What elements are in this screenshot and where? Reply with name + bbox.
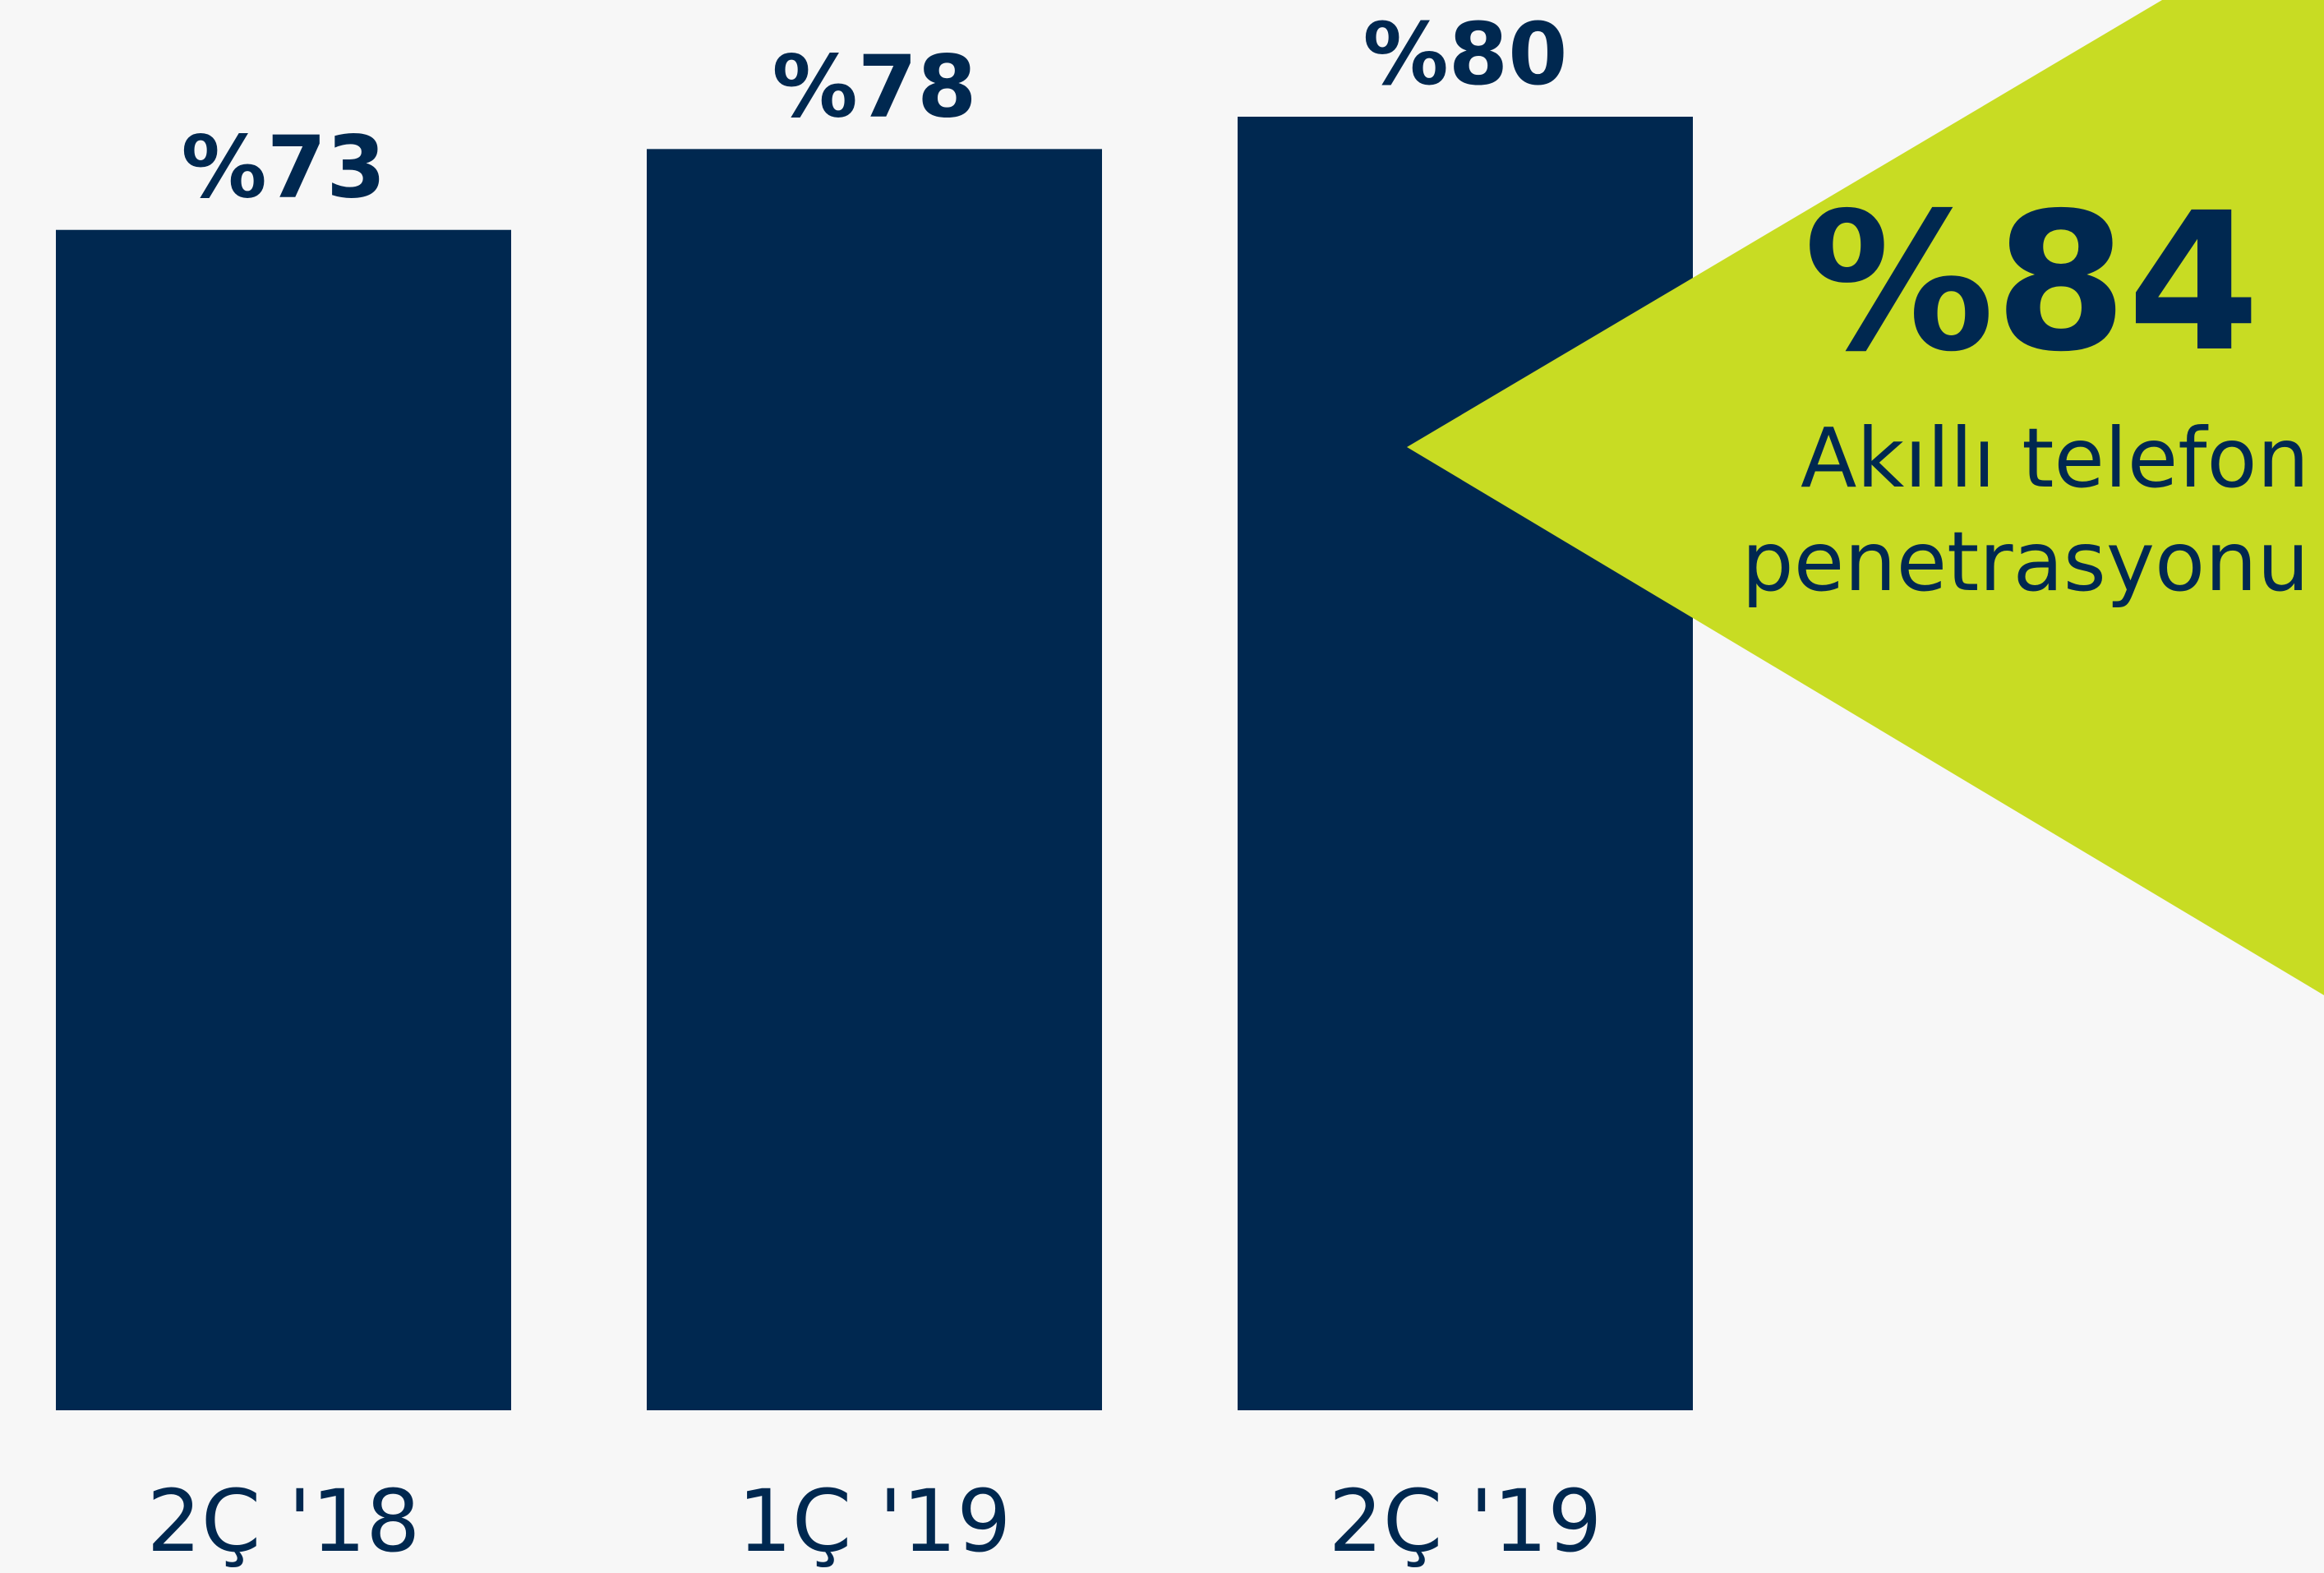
callout-arrow <box>1407 0 2324 995</box>
bars-group <box>56 117 1693 1411</box>
callout-text-line-2: penetrasyonu <box>1741 514 2309 610</box>
value-label-0: %73 <box>182 118 386 218</box>
bar-0 <box>56 229 511 1411</box>
bar-1 <box>647 149 1102 1411</box>
category-label-1: 1Ç '19 <box>738 1471 1012 1571</box>
category-label-0: 2Ç '18 <box>147 1471 421 1571</box>
callout-text-line-1: Akıllı telefon <box>1801 410 2309 506</box>
value-label-2: %80 <box>1363 4 1568 104</box>
callout-value: %84 <box>1804 172 2260 394</box>
category-label-2: 2Ç '19 <box>1329 1471 1602 1571</box>
bar-2 <box>1238 117 1693 1410</box>
labels-group: %73 2Ç '18 %78 1Ç '19 %80 2Ç '19 <box>147 4 1602 1571</box>
value-label-1: %78 <box>772 36 977 136</box>
